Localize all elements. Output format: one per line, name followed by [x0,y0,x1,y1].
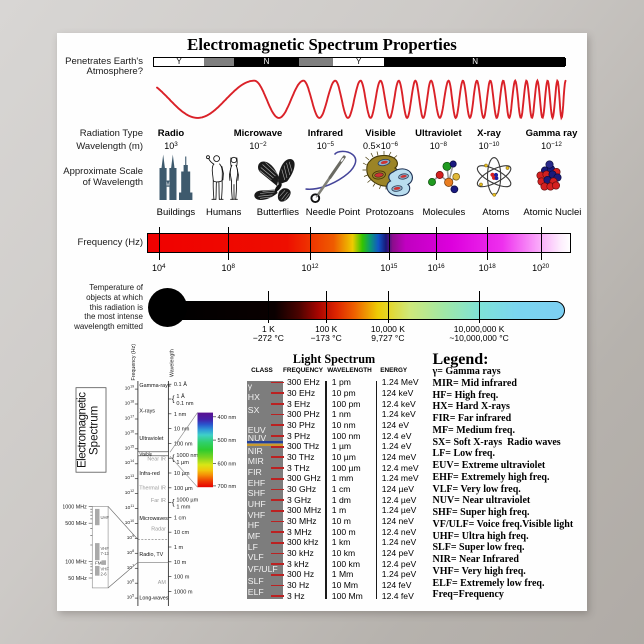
svg-text:1 µm: 1 µm [176,460,189,466]
svg-text:1014: 1014 [125,459,134,466]
svg-text:1 cm: 1 cm [174,515,186,521]
svg-text:1 Å: 1 Å [176,393,185,400]
svg-text:700 nm: 700 nm [218,484,237,490]
svg-text:108: 108 [127,549,134,556]
svg-text:X-rays: X-rays [139,408,155,414]
svg-text:1011: 1011 [125,504,134,511]
svg-text:1000 m: 1000 m [174,589,193,595]
svg-text:105: 105 [127,594,134,601]
svg-text:500 nm: 500 nm [218,438,237,444]
svg-text:Near IR: Near IR [147,457,166,463]
svg-text:FM: FM [95,561,102,566]
svg-text:{: { [172,395,175,404]
svg-text:0.1 Å: 0.1 Å [174,381,187,388]
svg-text:1000 nm: 1000 nm [176,453,198,459]
svg-text:1 mm: 1 mm [176,504,190,510]
svg-text:10 µm: 10 µm [174,471,190,477]
svg-text:1010: 1010 [125,519,134,526]
svg-text:Wavelength: Wavelength [170,349,176,377]
svg-text:100 m: 100 m [174,575,190,581]
svg-text:Spectrum: Spectrum [89,406,101,455]
svg-text:500 MHz: 500 MHz [65,521,87,527]
svg-text:Radio, TV: Radio, TV [139,552,163,558]
svg-text:0.1 nm: 0.1 nm [176,401,193,407]
svg-text:1019: 1019 [125,385,134,392]
svg-text:Far IR: Far IR [151,498,166,504]
svg-text:1015: 1015 [125,444,134,451]
svg-text:100 µm: 100 µm [174,486,193,492]
svg-text:{: { [172,498,175,507]
svg-text:1 nm: 1 nm [174,412,187,418]
svg-text:Visible: Visible [139,451,152,456]
svg-text:1018: 1018 [125,400,134,407]
svg-text:1016: 1016 [125,429,134,436]
svg-text:1 m: 1 m [174,545,184,551]
svg-text:7-13: 7-13 [101,551,110,556]
svg-text:Frequency (Hz): Frequency (Hz) [131,344,137,381]
svg-text:50 MHz: 50 MHz [68,576,87,582]
svg-text:Infra-red: Infra-red [139,471,159,477]
svg-text:Gamma-rays: Gamma-rays [139,383,170,389]
svg-text:2-6: 2-6 [101,572,108,577]
svg-text:1000 MHz: 1000 MHz [63,505,87,511]
svg-text:Thermal IR: Thermal IR [139,485,166,491]
svg-text:106: 106 [127,579,134,586]
svg-text:109: 109 [127,534,134,541]
svg-text:Microwaves: Microwaves [139,516,168,522]
svg-text:600 nm: 600 nm [218,461,237,467]
svg-text:10 nm: 10 nm [174,427,190,433]
svg-text:Electromagnetic: Electromagnetic [77,392,89,468]
svg-text:UHF: UHF [101,515,110,520]
svg-text:10 m: 10 m [174,560,187,566]
svg-text:1017: 1017 [125,415,134,422]
svg-text:Long-waves: Long-waves [139,596,168,602]
svg-text:400 nm: 400 nm [218,415,237,421]
svg-text:{: { [172,454,175,463]
svg-text:VHF: VHF [101,567,110,572]
svg-text:10 cm: 10 cm [174,530,190,536]
svg-text:AM: AM [158,580,167,586]
svg-text:107: 107 [127,564,134,571]
svg-text:1012: 1012 [125,489,134,496]
svg-text:1000 µm: 1000 µm [176,498,198,504]
svg-text:1013: 1013 [125,474,134,481]
svg-text:100 MHz: 100 MHz [65,559,87,565]
svg-text:Radar: Radar [151,526,166,532]
svg-text:100 nm: 100 nm [174,441,193,447]
svg-text:Ultraviolet: Ultraviolet [139,436,163,442]
svg-text:VHF: VHF [101,546,110,551]
